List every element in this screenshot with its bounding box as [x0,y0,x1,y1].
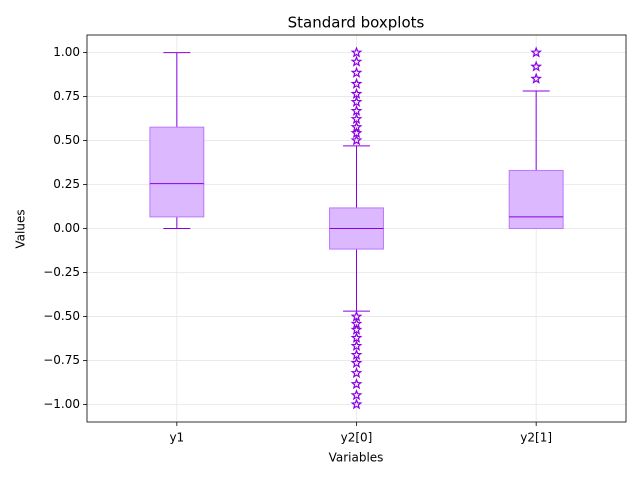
y-tick-label: −0.25 [43,265,80,279]
outlier [350,112,363,125]
outlier [350,398,363,410]
outlier [350,77,363,89]
outlier [350,66,363,78]
outlier [530,72,543,84]
plot-frame [86,34,627,423]
x-tick-label: y2[1] [520,431,552,445]
outlier [350,55,363,67]
outlier [350,356,363,369]
y-axis-label: Values [14,209,28,248]
outlier [530,60,543,72]
y-tick-label: −1.00 [43,397,80,411]
outlier [350,377,363,390]
outlier [350,339,363,352]
outlier [350,120,363,133]
x-tick-label: y2[0] [341,431,373,445]
y-tick-label: 0.75 [53,89,80,103]
y-tick-label: 0.00 [53,221,80,235]
outlier [350,104,363,117]
box [508,169,564,229]
x-tick-label: y1 [169,431,184,445]
x-axis-label: Variables [329,451,384,465]
outlier [350,323,363,335]
outlier [350,366,363,379]
y-tick-label: −0.50 [43,309,80,323]
y-tick-label: 0.50 [53,133,80,147]
outlier [350,389,363,401]
outlier [350,134,363,146]
y-tick-label: 1.00 [53,45,80,59]
box [149,126,205,218]
outlier [530,46,543,58]
y-tick-label: 0.25 [53,177,80,191]
chart-title: Standard boxplots [288,14,425,32]
y-tick-label: −0.75 [43,353,80,367]
outlier [350,95,363,108]
outlier [350,87,363,99]
outlier [350,46,363,58]
